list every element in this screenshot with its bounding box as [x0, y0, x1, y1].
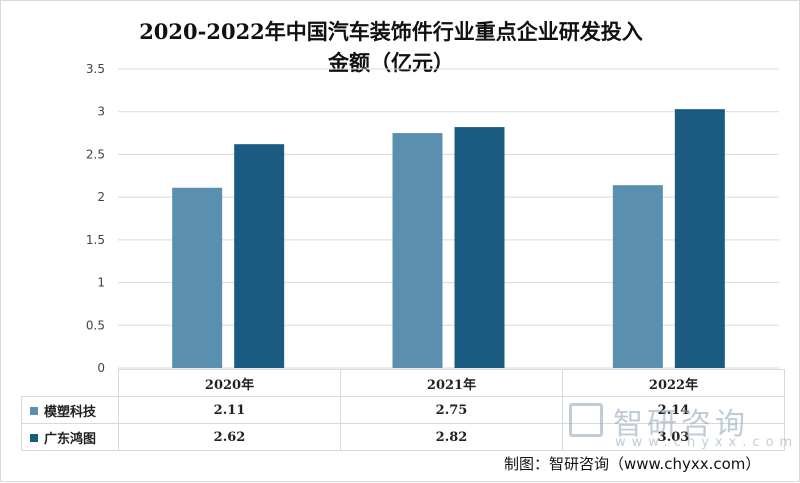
y-tick-label: 2 — [97, 190, 105, 204]
data-label: 2.82 — [340, 423, 563, 451]
data-label: 2.75 — [340, 396, 563, 424]
category-label: 2021年 — [340, 369, 563, 397]
bar-1-1 — [172, 187, 223, 368]
legend-entry: 广东鸿图 — [21, 423, 119, 451]
data-label: 2.11 — [118, 396, 341, 424]
category-label: 2022年 — [562, 369, 785, 397]
data-table-row-series-1: 模塑科技 2.11 2.75 2.14 — [21, 396, 785, 424]
bar-2-2 — [454, 127, 505, 368]
legend-label: 广东鸿图 — [44, 431, 97, 447]
y-tick-label: 3 — [97, 105, 105, 119]
data-table-corner — [21, 369, 119, 397]
data-label: 2.62 — [118, 423, 341, 451]
y-tick-label: 0.5 — [86, 318, 105, 332]
data-table-header-row: 2020年 2021年 2022年 — [21, 369, 785, 397]
data-table-row-series-2: 广东鸿图 2.62 2.82 3.03 — [21, 423, 785, 451]
bars — [172, 109, 725, 368]
bar-1-2 — [392, 133, 443, 368]
data-table: 2020年 2021年 2022年 模塑科技 2.11 2.75 2.14 广东… — [21, 369, 785, 451]
bar-1-3 — [612, 185, 663, 368]
y-axis-ticks: 0 0.5 1 1.5 2 2.5 3 3.5 — [86, 62, 105, 375]
bar-2-3 — [674, 109, 725, 368]
chart-title-line-1: 2020-2022年中国汽车装饰件行业重点企业研发投入 — [139, 19, 643, 44]
chart-title-line-2: 金额（亿元） — [328, 50, 454, 75]
data-label: 3.03 — [562, 423, 785, 451]
data-label: 2.14 — [562, 396, 785, 424]
legend-entry: 模塑科技 — [21, 396, 119, 424]
legend-label: 模塑科技 — [44, 404, 97, 420]
legend-swatch — [30, 406, 38, 415]
watermark-name: 智研咨询 — [613, 407, 749, 442]
gridlines — [118, 68, 779, 369]
y-tick-label: 1 — [97, 276, 105, 290]
y-tick-label: 3.5 — [86, 62, 105, 76]
legend-swatch — [30, 433, 38, 442]
bar-2-1 — [234, 144, 285, 368]
watermark-url: www.chyxx.com — [615, 435, 799, 450]
y-tick-label: 0 — [97, 361, 105, 375]
category-label: 2020年 — [118, 369, 341, 397]
y-tick-label: 2.5 — [86, 147, 105, 161]
y-tick-label: 1.5 — [86, 233, 105, 247]
watermark-logo-icon — [569, 403, 603, 437]
source-note: 制图：智研咨询（www.chyxx.com） — [504, 455, 761, 473]
